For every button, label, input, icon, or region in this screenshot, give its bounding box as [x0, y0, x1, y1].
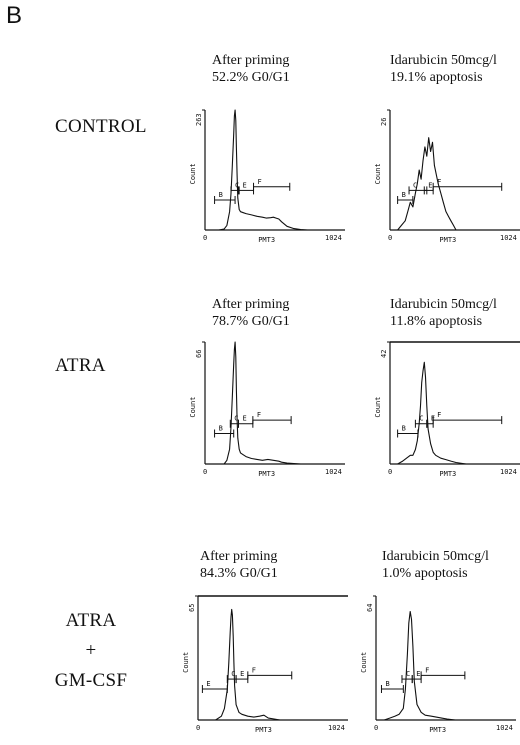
y-tick-label-max: 66: [195, 350, 203, 358]
x-tick-label-min: 0: [203, 468, 207, 476]
caption-line: 1.0% apoptosis: [382, 566, 468, 581]
histogram-trace: [390, 361, 467, 465]
y-axis-label: Count: [189, 397, 197, 418]
histogram-gmcsf-idarubicin: B C E F Count 64 0 1024 PMT3: [360, 595, 516, 734]
figure-panel-letter: B: [6, 2, 23, 29]
row-label-line: ATRA: [65, 610, 117, 631]
y-tick-label-max: 42: [380, 350, 388, 358]
y-tick-label-max: 65: [188, 604, 196, 612]
caption-line: Idarubicin 50mcg/l: [382, 549, 489, 564]
gate-label: E: [242, 181, 246, 189]
gate-label: F: [258, 178, 262, 186]
gate-label: F: [437, 411, 441, 419]
histogram-atra-priming: B C E F Count 66 0 1024 PMT3: [189, 341, 345, 478]
row-label-line: +: [85, 640, 97, 661]
x-tick-label-max: 1024: [496, 724, 513, 732]
x-tick-label-min: 0: [388, 468, 392, 476]
x-axis-label: PMT3: [429, 726, 446, 734]
x-tick-label-min: 0: [374, 724, 378, 732]
x-axis-label: PMT3: [439, 470, 456, 478]
gate-label: C: [234, 415, 238, 423]
y-axis-label: Count: [189, 163, 197, 184]
caption-line: 11.8% apoptosis: [390, 314, 483, 329]
gate-label: B: [219, 191, 223, 199]
gate-label: C: [235, 181, 239, 189]
gate-label: E: [240, 670, 244, 678]
gate-label: C: [231, 670, 235, 678]
caption-line: 52.2% G0/G1: [212, 70, 290, 85]
gate-label: F: [257, 411, 261, 419]
gate-label: B: [402, 425, 406, 433]
gate-label: E: [428, 181, 432, 189]
gate-label: B: [402, 191, 406, 199]
y-axis-label: Count: [182, 652, 190, 673]
histogram-trace: [390, 137, 462, 231]
gate-label: E: [206, 680, 210, 688]
x-axis-label: PMT3: [255, 726, 272, 734]
histogram-trace: [205, 109, 315, 231]
gate-label: E: [416, 670, 420, 678]
histogram-trace: [198, 608, 281, 721]
x-tick-label-min: 0: [196, 724, 200, 732]
x-tick-label-min: 0: [388, 234, 392, 242]
row-label-control: CONTROL: [55, 116, 147, 137]
caption-line: Idarubicin 50mcg/l: [390, 297, 497, 312]
x-axis-label: PMT3: [258, 236, 275, 244]
histogram-control-idarubicin: BC E F Count 26 0 1024 PMT3: [374, 109, 520, 244]
caption-control-idarubicin: Idarubicin 50mcg/l 19.1% apoptosis: [390, 52, 497, 86]
row-label-atra: ATRA: [55, 355, 106, 376]
gate-label: F: [252, 666, 256, 674]
gate-label: F: [437, 178, 441, 186]
caption-control-priming: After priming 52.2% G0/G1: [212, 52, 290, 86]
caption-gmcsf-priming: After priming 84.3% G0/G1: [200, 548, 278, 582]
y-tick-label-max: 64: [366, 604, 374, 612]
y-axis-label: Count: [374, 397, 382, 418]
row-label-atra-gmcsf: ATRA + GM-CSF: [46, 606, 136, 696]
gate-label: C: [419, 415, 423, 423]
caption-gmcsf-idarubicin: Idarubicin 50mcg/l 1.0% apoptosis: [382, 548, 489, 582]
gate-label: C: [406, 670, 410, 678]
x-tick-label-max: 1024: [500, 234, 517, 242]
caption-atra-priming: After priming 78.7% G0/G1: [212, 296, 290, 330]
caption-line: After priming: [200, 549, 278, 564]
y-tick-label-max: 263: [195, 113, 203, 126]
caption-line: After priming: [212, 53, 290, 68]
histogram-trace: [205, 341, 315, 465]
x-tick-label-max: 1024: [328, 724, 345, 732]
y-axis-label: Count: [374, 163, 382, 184]
caption-line: Idarubicin 50mcg/l: [390, 53, 497, 68]
caption-line: 78.7% G0/G1: [212, 314, 290, 329]
gate-label: B: [385, 680, 389, 688]
gate-label: F: [425, 666, 429, 674]
x-axis-label: PMT3: [439, 236, 456, 244]
x-tick-label-max: 1024: [325, 468, 342, 476]
x-tick-label-max: 1024: [500, 468, 517, 476]
caption-atra-idarubicin: Idarubicin 50mcg/l 11.8% apoptosis: [390, 296, 497, 330]
caption-line: 19.1% apoptosis: [390, 70, 483, 85]
histogram-trace: [376, 610, 456, 721]
caption-line: 84.3% G0/G1: [200, 566, 278, 581]
histogram-atra-idarubicin: BCEFCount4201024PMT3: [374, 341, 520, 478]
gate-label: C: [413, 181, 417, 189]
gate-label: E: [242, 415, 246, 423]
row-label-line: GM-CSF: [54, 670, 128, 691]
gate-label: B: [219, 425, 223, 433]
y-axis-label: Count: [360, 652, 368, 673]
histogram-control-priming: B C E F Count 263 0 1024 PMT3: [189, 109, 345, 244]
x-tick-label-max: 1024: [325, 234, 342, 242]
caption-line: After priming: [212, 297, 290, 312]
x-tick-label-min: 0: [203, 234, 207, 242]
x-axis-label: PMT3: [258, 470, 275, 478]
y-tick-label-max: 26: [380, 118, 388, 126]
